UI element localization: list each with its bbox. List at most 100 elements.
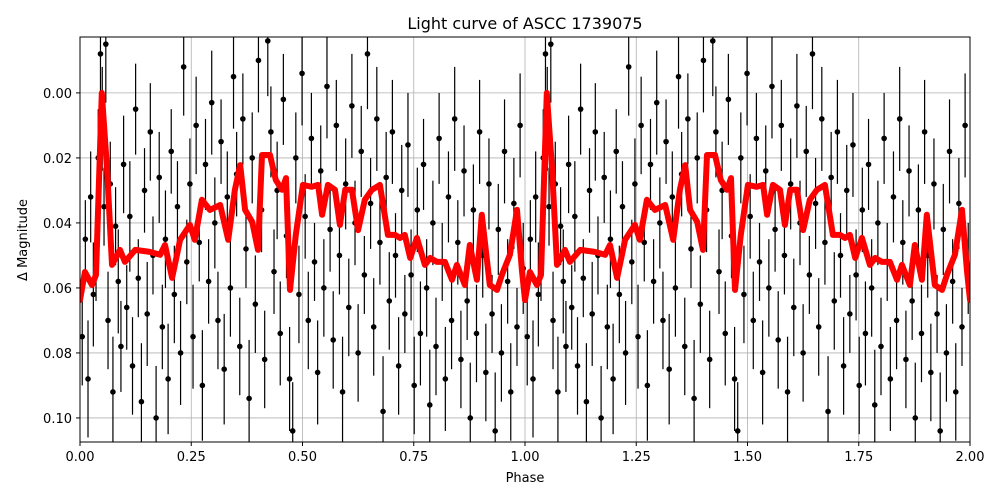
- data-point: [650, 278, 657, 285]
- x-axis-label: Phase: [506, 471, 545, 486]
- data-point: [498, 350, 505, 356]
- data-point: [224, 194, 231, 200]
- data-point: [246, 395, 252, 402]
- data-point: [252, 301, 259, 307]
- data-point: [212, 220, 218, 226]
- data-point: [625, 64, 632, 70]
- model-curve: [522, 89, 970, 303]
- data-point: [442, 376, 449, 382]
- data-point: [392, 252, 399, 259]
- data-point: [756, 259, 763, 265]
- data-point: [881, 135, 887, 142]
- data-point: [455, 239, 461, 246]
- x-tick-label: 2.00: [956, 450, 985, 465]
- data-point: [753, 135, 760, 142]
- data-point: [299, 70, 305, 77]
- data-point: [511, 200, 517, 207]
- data-point: [766, 285, 772, 291]
- data-point: [675, 73, 682, 80]
- data-point: [610, 376, 616, 382]
- data-point: [574, 363, 581, 369]
- data-point: [577, 106, 584, 112]
- data-point: [734, 428, 741, 434]
- data-point: [495, 226, 502, 233]
- data-point: [489, 311, 495, 317]
- data-point: [514, 324, 520, 330]
- data-point: [355, 350, 361, 356]
- data-point: [311, 259, 318, 265]
- data-point: [669, 194, 676, 200]
- data-point: [859, 207, 866, 213]
- data-point: [196, 239, 203, 246]
- data-point: [268, 129, 274, 135]
- data-point: [546, 203, 552, 210]
- data-point: [709, 38, 716, 44]
- data-point: [800, 350, 806, 356]
- data-point: [601, 174, 608, 181]
- data-point: [700, 57, 707, 64]
- data-point: [476, 129, 483, 135]
- data-point: [632, 181, 638, 187]
- data-point: [959, 324, 965, 330]
- data-point: [115, 278, 122, 285]
- data-point: [744, 70, 750, 77]
- data-point: [847, 311, 853, 317]
- data-point: [688, 246, 694, 252]
- data-point: [909, 298, 915, 304]
- data-point: [619, 203, 626, 210]
- data-point: [775, 337, 782, 343]
- data-point: [731, 376, 738, 382]
- data-point: [112, 223, 119, 229]
- data-point: [87, 194, 94, 200]
- data-point: [127, 213, 133, 220]
- data-point: [862, 330, 869, 337]
- data-point: [296, 291, 302, 298]
- data-point: [90, 291, 97, 298]
- data-point: [815, 324, 822, 330]
- data-point: [361, 272, 368, 278]
- data-point: [641, 239, 648, 246]
- data-point: [426, 402, 433, 408]
- data-point: [420, 161, 427, 168]
- data-point: [156, 174, 163, 181]
- data-point: [694, 155, 701, 161]
- data-point: [716, 268, 722, 275]
- data-point: [123, 304, 130, 311]
- data-point: [794, 103, 800, 109]
- data-point: [243, 246, 249, 252]
- data-point: [598, 415, 604, 421]
- observation-points: [80, 37, 970, 442]
- data-point: [834, 129, 841, 135]
- data-point: [138, 398, 145, 405]
- data-point: [342, 181, 349, 187]
- data-point: [398, 187, 405, 194]
- data-point: [451, 116, 458, 122]
- data-point: [660, 317, 666, 324]
- data-point: [778, 122, 785, 129]
- data-point: [962, 122, 968, 129]
- x-tick-label: 1.25: [622, 450, 651, 465]
- data-point: [383, 174, 389, 181]
- data-point: [289, 428, 296, 434]
- y-axis-label: Δ Magnitude: [16, 199, 31, 281]
- data-point: [928, 369, 934, 376]
- data-point: [750, 317, 757, 324]
- data-point: [132, 106, 139, 112]
- data-point: [364, 51, 371, 57]
- data-point: [177, 350, 184, 356]
- data-point: [120, 161, 127, 168]
- data-point: [236, 343, 243, 350]
- data-point: [358, 148, 365, 155]
- data-point: [80, 333, 86, 340]
- data-point: [747, 213, 753, 220]
- data-point: [436, 135, 442, 142]
- data-point: [878, 343, 884, 350]
- data-point: [190, 333, 196, 340]
- data-point: [934, 311, 940, 317]
- data-point: [604, 324, 611, 330]
- data-point: [193, 122, 199, 129]
- data-point: [327, 226, 333, 233]
- data-point: [809, 51, 816, 57]
- data-point: [940, 226, 947, 233]
